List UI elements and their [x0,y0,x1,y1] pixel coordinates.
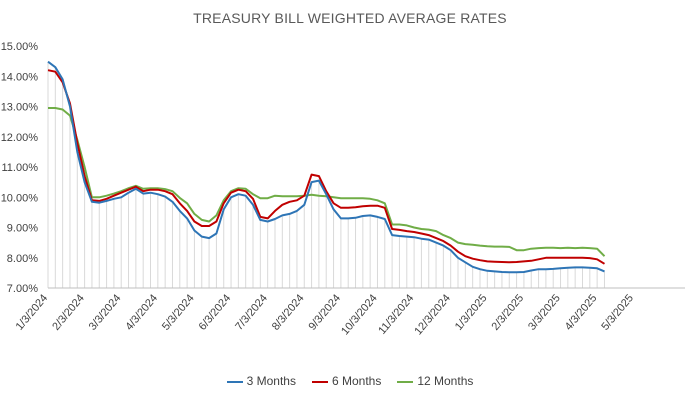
x-tick-label: 4/3/2025 [563,292,600,333]
chart-title: TREASURY BILL WEIGHTED AVERAGE RATES [193,10,507,26]
legend-label: 12 Months [417,374,474,388]
y-tick-label: 7.00% [7,283,38,295]
legend-swatch [226,380,243,383]
legend-swatch [397,380,414,383]
x-tick-label: 8/3/2024 [270,292,307,333]
x-tick-label: 6/3/2024 [197,292,234,333]
x-tick-label: 12/3/2024 [412,292,453,337]
x-tick-label: 1/3/2024 [14,292,51,333]
legend-item-6-months: 6 Months [311,374,382,388]
x-tick-label: 5/3/2025 [599,292,636,333]
x-tick-label: 5/3/2024 [160,292,197,333]
legend-item-12-months: 12 Months [397,374,473,388]
x-tick-label: 3/3/2025 [526,292,563,333]
legend-label: 6 Months [331,374,382,388]
y-tick-label: 15.00% [1,41,39,53]
x-tick-label: 7/3/2024 [233,292,270,333]
legend: 3 Months 6 Months 12 Months [0,374,700,388]
x-tick-label: 4/3/2024 [123,292,160,333]
series-line-3-months [47,60,605,274]
x-tick-label: 2/3/2024 [50,292,87,333]
legend-label: 3 Months [246,374,296,388]
legend-item-3-months: 3 Months [226,374,296,388]
x-tick-label: 2/3/2025 [489,292,526,333]
series-line-6-months [47,69,606,265]
x-tick-label: 9/3/2024 [306,292,343,333]
x-tick-label: 11/3/2024 [376,292,416,337]
x-tick-label: 10/3/2024 [339,292,380,337]
y-tick-label: 11.00% [2,162,39,174]
y-tick-label: 9.00% [7,223,38,235]
x-tick-label: 1/3/2025 [453,292,490,333]
y-tick-label: 13.00% [1,102,39,114]
y-tick-label: 10.00% [1,192,39,204]
y-tick-label: 8.00% [7,253,38,265]
legend-swatch [311,380,328,383]
y-tick-label: 14.00% [1,71,39,83]
y-tick-label: 12.00% [1,132,39,144]
x-tick-label: 3/3/2024 [87,292,124,333]
